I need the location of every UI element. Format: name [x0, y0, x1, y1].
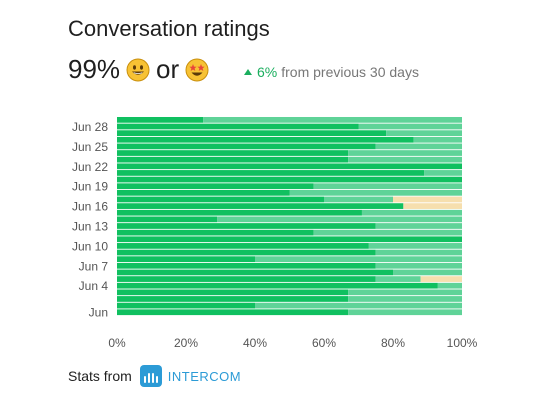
rating-change: 6% from previous 30 days: [244, 64, 419, 80]
bar-segment-good: [437, 282, 462, 289]
bar-segment-good: [413, 136, 462, 143]
bar-segment-great: [117, 296, 349, 302]
bar-segment-good: [203, 117, 462, 123]
y-tick-label: Jun 7: [79, 259, 109, 273]
x-tick-label: 100%: [447, 336, 478, 350]
chart-title: Conversation ratings: [68, 16, 270, 41]
bar-segment-great: [117, 249, 376, 256]
bar-segment-good: [348, 309, 462, 316]
bar-segment-great: [117, 302, 255, 309]
bar-segment-good: [375, 262, 462, 269]
bar-segment-great: [117, 309, 349, 316]
bar-segment-good: [217, 216, 462, 223]
bar-segment-good: [375, 249, 462, 256]
x-tick-label: 40%: [243, 336, 267, 350]
bar-segment-good: [361, 209, 462, 216]
bar-segment-great: [117, 223, 376, 229]
change-delta: 6%: [257, 64, 278, 80]
smiley-emoji-icon: [126, 58, 150, 81]
rating-percentage: 99%: [68, 54, 121, 84]
bar-segment-good: [386, 130, 462, 136]
bar-segment-good: [348, 150, 462, 156]
ratings-chart: Jun 28 Jun 25 Jun 22 Jun 19 Jun 16 Jun 13 Jun …: [72, 117, 478, 350]
bar-segment-good: [324, 196, 393, 203]
y-tick-label: Jun 22: [72, 160, 108, 174]
bar-segment-good: [368, 243, 462, 249]
y-tick-label: Jun: [89, 306, 108, 320]
bar-segment-great: [117, 269, 393, 276]
footer: Stats from INTERCOM: [68, 365, 241, 387]
bar-segment-neutral: [403, 203, 462, 209]
y-tick-label: Jun 4: [79, 279, 109, 293]
bar-segment-great: [117, 130, 387, 136]
star-struck-emoji-icon: [185, 58, 209, 81]
bar-segment-good: [375, 143, 462, 150]
bar-segment-great: [117, 243, 369, 249]
y-tick-label: Jun 10: [72, 239, 108, 253]
bar-segment-good: [255, 256, 462, 263]
headline: 99% or: [68, 54, 215, 85]
intercom-logo-icon: [139, 365, 162, 387]
bar-segment-good: [348, 296, 462, 302]
bar-segment-great: [117, 209, 362, 216]
bar-segment-good: [424, 170, 462, 176]
footer-prefix: Stats from: [68, 368, 132, 384]
bar-segment-great: [117, 123, 359, 130]
bar-segment-great: [117, 289, 349, 296]
x-tick-label: 20%: [174, 336, 198, 350]
bar-segment-great: [117, 256, 255, 263]
bar-segment-good: [375, 223, 462, 229]
y-tick-label: Jun 13: [72, 219, 108, 233]
bar-segment-neutral: [420, 276, 462, 282]
y-tick-label: Jun 28: [72, 120, 108, 134]
bar-segment-great: [117, 216, 218, 223]
bar-segment-great: [117, 183, 314, 190]
bar-segment-great: [117, 236, 462, 243]
y-tick-label: Jun 19: [72, 180, 108, 194]
bar-segment-good: [358, 123, 462, 130]
bar-segment-great: [117, 276, 376, 282]
bar-segment-great: [117, 203, 404, 209]
bar-segment-good: [289, 189, 462, 196]
bar-segment-great: [117, 156, 349, 163]
bar-segment-great: [117, 170, 425, 176]
change-text: from previous 30 days: [281, 64, 419, 80]
bar-segment-good: [313, 229, 462, 236]
bar-segment-good: [313, 183, 462, 190]
bar-segment-great: [117, 163, 462, 170]
bar-segment-great: [117, 143, 376, 150]
footer-brand: INTERCOM: [167, 368, 242, 384]
bar-segment-good: [255, 302, 462, 309]
bar-segment-great: [117, 136, 414, 143]
bar-segment-great: [117, 229, 314, 236]
x-tick-label: 80%: [381, 336, 405, 350]
bar-segment-great: [117, 189, 290, 196]
bar-segment-great: [117, 150, 349, 156]
bar-segment-good: [393, 269, 462, 276]
y-tick-label: Jun 25: [72, 140, 108, 154]
bar-segment-good: [348, 156, 462, 163]
bar-segment-good: [348, 289, 462, 296]
x-tick-label: 60%: [312, 336, 336, 350]
bar-segment-great: [117, 262, 376, 269]
bar-segment-great: [117, 196, 324, 203]
bar-segment-great: [117, 117, 204, 123]
or-label: or: [156, 54, 180, 84]
x-tick-label: 0%: [108, 336, 126, 350]
bar-segment-great: [117, 282, 438, 289]
y-tick-label: Jun 16: [72, 200, 108, 214]
bar-segment-neutral: [393, 196, 462, 203]
up-triangle-icon: [244, 69, 252, 75]
bar-segment-great: [117, 176, 462, 183]
bar-segment-good: [375, 276, 421, 282]
